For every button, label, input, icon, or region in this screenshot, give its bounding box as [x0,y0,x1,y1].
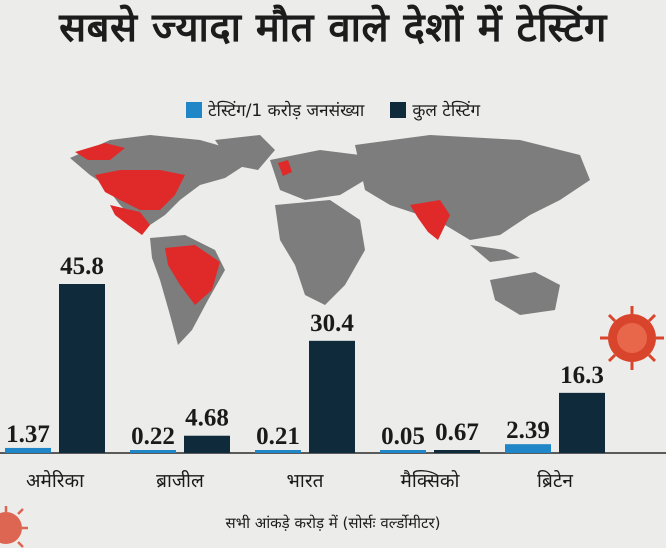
map-europe [270,150,365,200]
bar-total-2 [309,340,355,453]
bars-group: 1.37 45.8 अमेरिका 0.22 4.68 ब्राजील 0.21 30.4 भा… [5,253,605,492]
value-label-per-population-4: 2.39 [506,417,550,444]
chart-title: सबसे ज्यादा मौत वाले देशों में टेस्टिंग [59,5,607,51]
category-label-4: ब्रिटेन [537,469,573,492]
legend: टेस्टिंग/1 करोड़ जनसंख्या कुल टेस्टिंग [0,98,666,121]
legend-label-per-population: टेस्टिंग/1 करोड़ जनसंख्या [207,101,365,121]
map-australia [490,272,560,315]
bar-per-population-0 [5,447,51,453]
map-greenland [215,135,275,170]
map-brazil-highlight [165,245,220,305]
map-mexico-highlight [110,205,150,235]
value-label-total-3: 0.67 [435,419,479,446]
source-footnote: सभी आंकड़े करोड़ में (सोर्सः वर्ल्डोमीटर… [225,514,441,532]
bar-per-population-1 [130,450,176,453]
value-label-per-population-0: 1.37 [6,421,50,448]
legend-item-per-population: टेस्टिंग/1 करोड़ जनसंख्या [185,98,365,121]
category-label-1: ब्राजील [156,469,205,492]
virus-illustration-left [0,506,28,548]
category-label-2: भारत [287,470,325,492]
bar-per-population-3 [380,450,426,453]
value-label-per-population-3: 0.05 [381,423,425,450]
virus-illustration-right [600,306,664,370]
value-label-per-population-2: 0.21 [256,423,300,450]
legend-item-total: कुल टेस्टिंग [390,98,480,121]
bar-total-1 [184,435,230,453]
legend-swatch-per-population [185,101,202,118]
map-islands [470,245,520,262]
legend-swatch-total [390,101,407,118]
category-label-0: अमेरिका [26,469,85,492]
bar-total-4 [559,392,605,453]
value-label-total-2: 30.4 [310,310,354,337]
map-uk-highlight [278,160,292,176]
bar-per-population-2 [255,450,301,453]
bar-total-3 [434,450,480,453]
category-label-3: मैक्सिको [401,469,461,492]
map-usa-highlight [95,170,185,210]
legend-label-total: कुल टेस्टिंग [412,101,481,121]
value-label-per-population-1: 0.22 [131,423,175,450]
map-africa [275,200,365,305]
map-india-highlight [410,200,450,240]
bar-total-0 [59,284,105,453]
value-label-total-1: 4.68 [185,405,229,432]
value-label-total-0: 45.8 [60,253,104,280]
map-asia [355,135,590,240]
map-alaska-highlight [75,143,125,160]
bar-per-population-4 [505,444,551,453]
value-label-total-4: 16.3 [560,362,604,389]
world-map-illustration [70,135,590,345]
